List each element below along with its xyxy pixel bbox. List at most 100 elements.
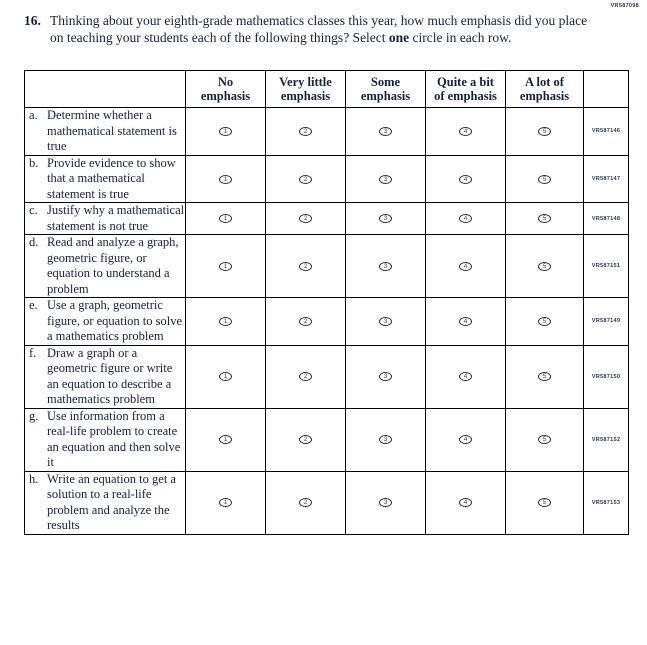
radio-bubble-h-2[interactable]: 2 [299, 498, 312, 508]
radio-bubble-f-1[interactable]: 1 [219, 372, 232, 382]
header-col-3-line2: of emphasis [434, 89, 497, 103]
radio-bubble-b-3[interactable]: 3 [379, 174, 392, 184]
radio-cell-g-3[interactable]: 3 [345, 407, 426, 472]
radio-cell-g-1[interactable]: 1 [185, 407, 266, 472]
row-stem-c: c. Justify why a mathematical statement i… [24, 202, 186, 235]
row-variable-code: VR587151 [583, 234, 629, 298]
radio-bubble-e-4[interactable]: 4 [459, 317, 472, 327]
radio-cell-a-4[interactable]: 4 [425, 107, 506, 156]
radio-cell-h-2[interactable]: 2 [265, 470, 346, 535]
row-letter: e. [29, 298, 38, 312]
row-variable-code: VR587146 [583, 107, 629, 156]
radio-cell-f-3[interactable]: 3 [345, 344, 426, 409]
radio-bubble-b-1[interactable]: 1 [219, 174, 232, 184]
row-variable-code: VR587150 [583, 344, 629, 409]
radio-bubble-c-3[interactable]: 3 [379, 214, 392, 224]
radio-cell-h-1[interactable]: 1 [185, 470, 266, 535]
radio-cell-f-1[interactable]: 1 [185, 344, 266, 409]
radio-bubble-f-5[interactable]: 5 [538, 372, 551, 382]
radio-cell-a-3[interactable]: 3 [345, 107, 426, 156]
radio-bubble-d-3[interactable]: 3 [379, 261, 392, 271]
radio-bubble-e-5[interactable]: 5 [538, 317, 551, 327]
header-code-blank [583, 70, 629, 108]
question-text-part1: Thinking about your eighth-grade mathema… [50, 13, 588, 45]
radio-bubble-e-3[interactable]: 3 [379, 317, 392, 327]
radio-bubble-c-5[interactable]: 5 [538, 214, 551, 224]
radio-cell-b-4[interactable]: 4 [425, 154, 506, 203]
table-row: d. Read and analyze a graph, geometric fi… [24, 234, 629, 298]
row-variable-code: VR587149 [583, 297, 629, 346]
radio-cell-c-2[interactable]: 2 [265, 202, 346, 235]
row-label: Read and analyze a graph, geometric figu… [47, 235, 179, 296]
radio-bubble-f-4[interactable]: 4 [459, 372, 472, 382]
radio-bubble-h-3[interactable]: 3 [379, 498, 392, 508]
radio-cell-g-4[interactable]: 4 [425, 407, 506, 472]
radio-bubble-d-1[interactable]: 1 [219, 261, 232, 271]
radio-cell-f-2[interactable]: 2 [265, 344, 346, 409]
radio-bubble-g-3[interactable]: 3 [379, 435, 392, 445]
radio-bubble-b-2[interactable]: 2 [299, 174, 312, 184]
radio-cell-c-1[interactable]: 1 [185, 202, 266, 235]
radio-bubble-f-3[interactable]: 3 [379, 372, 392, 382]
radio-bubble-a-1[interactable]: 1 [219, 127, 232, 137]
radio-cell-a-5[interactable]: 5 [505, 107, 584, 156]
radio-cell-e-5[interactable]: 5 [505, 297, 584, 346]
row-letter: c. [29, 203, 38, 217]
radio-cell-e-1[interactable]: 1 [185, 297, 266, 346]
radio-bubble-c-4[interactable]: 4 [459, 214, 472, 224]
radio-cell-c-4[interactable]: 4 [425, 202, 506, 235]
radio-cell-d-5[interactable]: 5 [505, 234, 584, 298]
radio-bubble-b-4[interactable]: 4 [459, 174, 472, 184]
radio-bubble-e-2[interactable]: 2 [299, 317, 312, 327]
radio-cell-e-3[interactable]: 3 [345, 297, 426, 346]
radio-bubble-g-2[interactable]: 2 [299, 435, 312, 445]
radio-bubble-b-5[interactable]: 5 [538, 174, 551, 184]
radio-cell-d-4[interactable]: 4 [425, 234, 506, 298]
radio-bubble-g-1[interactable]: 1 [219, 435, 232, 445]
row-stem-e: e. Use a graph, geometric figure, or equa… [24, 297, 186, 346]
table-row: g. Use information from a real-life probl… [24, 407, 629, 472]
radio-bubble-h-4[interactable]: 4 [459, 498, 472, 508]
radio-cell-d-1[interactable]: 1 [185, 234, 266, 298]
radio-cell-a-1[interactable]: 1 [185, 107, 266, 156]
radio-bubble-g-4[interactable]: 4 [459, 435, 472, 445]
question-stem: 16. Thinking about your eighth-grade mat… [24, 12, 624, 46]
radio-cell-h-5[interactable]: 5 [505, 470, 584, 535]
radio-bubble-d-4[interactable]: 4 [459, 261, 472, 271]
radio-bubble-a-5[interactable]: 5 [538, 127, 551, 137]
radio-bubble-a-4[interactable]: 4 [459, 127, 472, 137]
radio-cell-g-5[interactable]: 5 [505, 407, 584, 472]
row-variable-code: VR587153 [583, 470, 629, 535]
radio-bubble-d-2[interactable]: 2 [299, 261, 312, 271]
radio-cell-e-4[interactable]: 4 [425, 297, 506, 346]
radio-bubble-f-2[interactable]: 2 [299, 372, 312, 382]
header-col-4: A lot of emphasis [505, 70, 584, 108]
radio-cell-b-1[interactable]: 1 [185, 154, 266, 203]
radio-bubble-g-5[interactable]: 5 [538, 435, 551, 445]
radio-bubble-c-2[interactable]: 2 [299, 214, 312, 224]
radio-bubble-h-5[interactable]: 5 [538, 498, 551, 508]
radio-cell-b-2[interactable]: 2 [265, 154, 346, 203]
radio-cell-h-3[interactable]: 3 [345, 470, 426, 535]
radio-bubble-h-1[interactable]: 1 [219, 498, 232, 508]
radio-cell-b-5[interactable]: 5 [505, 154, 584, 203]
radio-cell-b-3[interactable]: 3 [345, 154, 426, 203]
header-col-2: Some emphasis [345, 70, 426, 108]
radio-cell-c-3[interactable]: 3 [345, 202, 426, 235]
radio-bubble-a-3[interactable]: 3 [379, 127, 392, 137]
radio-bubble-d-5[interactable]: 5 [538, 261, 551, 271]
radio-cell-d-2[interactable]: 2 [265, 234, 346, 298]
radio-bubble-a-2[interactable]: 2 [299, 127, 312, 137]
header-col-0: No emphasis [185, 70, 266, 108]
radio-bubble-c-1[interactable]: 1 [219, 214, 232, 224]
radio-cell-g-2[interactable]: 2 [265, 407, 346, 472]
radio-cell-c-5[interactable]: 5 [505, 202, 584, 235]
radio-cell-f-4[interactable]: 4 [425, 344, 506, 409]
row-label: Use information from a real-life problem… [47, 408, 181, 470]
radio-bubble-e-1[interactable]: 1 [219, 317, 232, 327]
radio-cell-d-3[interactable]: 3 [345, 234, 426, 298]
radio-cell-f-5[interactable]: 5 [505, 344, 584, 409]
radio-cell-a-2[interactable]: 2 [265, 107, 346, 156]
radio-cell-e-2[interactable]: 2 [265, 297, 346, 346]
radio-cell-h-4[interactable]: 4 [425, 470, 506, 535]
